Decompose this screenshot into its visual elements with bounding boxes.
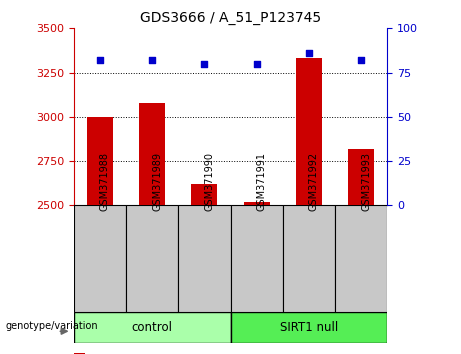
Title: GDS3666 / A_51_P123745: GDS3666 / A_51_P123745 bbox=[140, 11, 321, 24]
Bar bbox=[74, 312, 230, 343]
Bar bbox=[230, 205, 283, 312]
Bar bbox=[348, 149, 374, 354]
Bar bbox=[296, 58, 322, 354]
Text: GSM371993: GSM371993 bbox=[361, 152, 371, 211]
Bar bbox=[126, 205, 178, 312]
Bar bbox=[243, 202, 270, 354]
Bar bbox=[335, 205, 387, 312]
Point bbox=[305, 50, 313, 56]
Bar bbox=[230, 312, 387, 343]
Bar bbox=[87, 117, 113, 354]
Point bbox=[253, 61, 260, 67]
Bar bbox=[191, 184, 218, 354]
Bar bbox=[178, 205, 230, 312]
Text: GSM371991: GSM371991 bbox=[257, 152, 266, 211]
Point bbox=[96, 57, 104, 63]
Point bbox=[201, 61, 208, 67]
Point bbox=[357, 57, 365, 63]
Text: GSM371988: GSM371988 bbox=[100, 152, 110, 211]
Text: GSM371990: GSM371990 bbox=[204, 152, 214, 211]
Text: SIRT1 null: SIRT1 null bbox=[280, 321, 338, 334]
Bar bbox=[139, 103, 165, 354]
Text: genotype/variation: genotype/variation bbox=[6, 321, 99, 331]
Text: control: control bbox=[132, 321, 172, 334]
Bar bbox=[74, 205, 126, 312]
Bar bbox=[283, 205, 335, 312]
Bar bbox=[74, 353, 85, 354]
Point bbox=[148, 57, 156, 63]
Text: GSM371992: GSM371992 bbox=[309, 152, 319, 211]
Text: GSM371989: GSM371989 bbox=[152, 152, 162, 211]
